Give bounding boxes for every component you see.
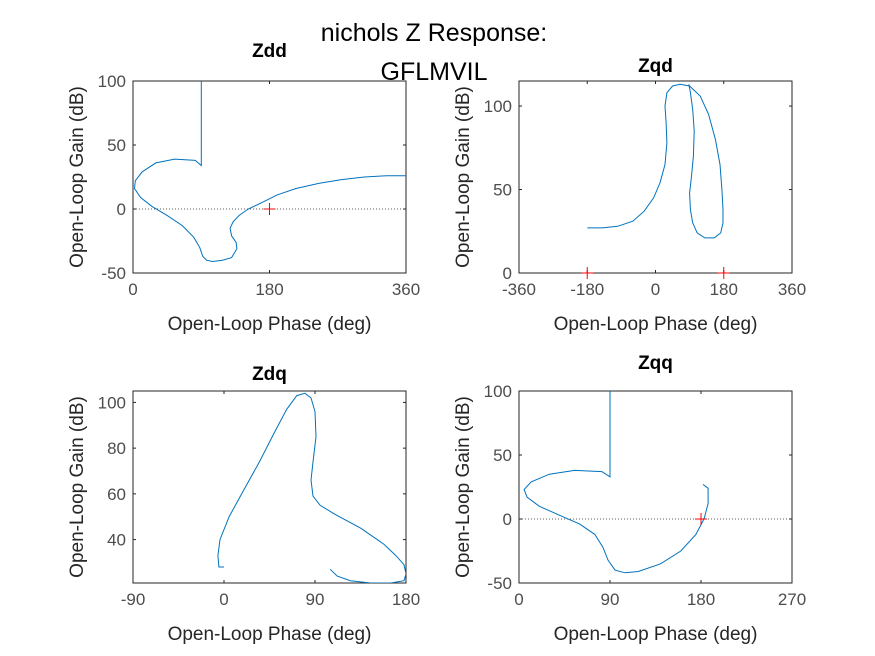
y-tick-label: 100 xyxy=(98,72,126,91)
x-tick-label: 180 xyxy=(687,590,715,609)
subplot-zdq: -90 0 90 180 40 60 80 100 Zdq Open-Loop Phase (de… xyxy=(67,364,420,645)
x-tick-label: 180 xyxy=(255,280,283,299)
y-tick-label: 100 xyxy=(484,97,512,116)
y-tick-label: 40 xyxy=(107,531,126,550)
x-tick-label: -360 xyxy=(502,280,536,299)
y-axis-label: Open-Loop Gain (dB) xyxy=(453,396,474,578)
subplot-title: Zqd xyxy=(638,56,673,77)
x-tick-label: -180 xyxy=(570,280,604,299)
x-tick-label: 0 xyxy=(128,280,137,299)
y-tick-label: 80 xyxy=(107,439,126,458)
critical-point-marker xyxy=(717,267,730,279)
x-tick-label: 0 xyxy=(651,280,660,299)
y-tick-label: -50 xyxy=(101,264,126,283)
x-tick-label: 270 xyxy=(778,590,806,609)
y-tick-label: 50 xyxy=(493,181,512,200)
x-tick-label: 0 xyxy=(219,590,228,609)
critical-point-marker xyxy=(263,203,276,215)
subplot-zqd: -360 -180 0 180 360 0 50 100 Zqd Open-Loop Phase … xyxy=(453,56,806,335)
y-tick-label: 100 xyxy=(98,393,126,412)
y-axis-label: Open-Loop Gain (dB) xyxy=(67,396,88,578)
x-axis-label: Open-Loop Phase (deg) xyxy=(168,624,372,645)
y-tick-label: 0 xyxy=(503,264,512,283)
nichols-curve xyxy=(587,83,724,239)
x-tick-label: 180 xyxy=(710,280,738,299)
y-tick-label: 50 xyxy=(493,446,512,465)
nichols-curve xyxy=(133,81,406,263)
nichols-curve xyxy=(523,391,709,574)
x-tick-label: 90 xyxy=(306,590,325,609)
x-tick-label: 360 xyxy=(778,280,806,299)
x-axis-label: Open-Loop Phase (deg) xyxy=(554,624,758,645)
plot-area xyxy=(132,390,407,584)
plot-area xyxy=(518,390,793,584)
plot-area xyxy=(518,80,793,274)
y-tick-label: 0 xyxy=(117,200,126,219)
subplot-title: Zdq xyxy=(252,364,287,385)
y-tick-label: 0 xyxy=(503,510,512,529)
y-tick-label: 100 xyxy=(484,382,512,401)
critical-point-marker xyxy=(695,513,707,525)
x-tick-label: 0 xyxy=(514,590,523,609)
y-tick-label: -50 xyxy=(487,574,512,593)
y-tick-label: 50 xyxy=(107,136,126,155)
y-axis-label: Open-Loop Gain (dB) xyxy=(453,86,474,268)
x-tick-label: -90 xyxy=(121,590,146,609)
nichols-curve xyxy=(217,392,406,583)
y-axis-label: Open-Loop Gain (dB) xyxy=(67,86,88,268)
subplot-title: Zdd xyxy=(252,41,287,62)
x-axis-label: Open-Loop Phase (deg) xyxy=(168,314,372,335)
figure-title: nichols Z Response: xyxy=(321,19,548,47)
x-tick-label: 90 xyxy=(601,590,620,609)
y-tick-label: 60 xyxy=(107,485,126,504)
subplot-title: Zqq xyxy=(638,353,673,374)
x-tick-label: 180 xyxy=(392,590,420,609)
critical-point-marker xyxy=(581,267,594,279)
x-tick-label: 360 xyxy=(392,280,420,299)
x-axis-label: Open-Loop Phase (deg) xyxy=(554,314,758,335)
